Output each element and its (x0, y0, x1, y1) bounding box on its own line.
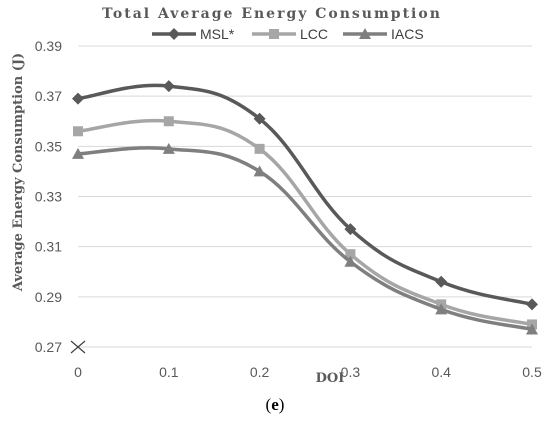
series-msl (72, 80, 538, 311)
data-point (163, 116, 174, 127)
series-iacs (72, 142, 538, 335)
data-point (526, 323, 538, 335)
caption-letter: e (271, 395, 279, 414)
chart-title: Total Average Energy Consumption (102, 6, 442, 22)
data-point (72, 92, 84, 105)
legend-item: LCC (252, 26, 328, 42)
figure-caption: (e) (266, 395, 285, 414)
x-tick-label: 0 (74, 364, 82, 380)
legend-marker (168, 28, 180, 40)
y-tick-label: 0.37 (35, 88, 62, 104)
y-tick-label: 0.29 (35, 289, 62, 305)
y-tick-label: 0.35 (35, 138, 62, 154)
data-point (435, 303, 448, 315)
series-line (77, 118, 533, 327)
y-tick-label: 0.27 (35, 339, 62, 355)
x-tick-label: 0.3 (341, 364, 361, 380)
x-axis-label: DOI (316, 371, 345, 386)
y-axis-ticks: 0.27 0.29 0.31 0.33 0.35 0.37 0.39 (35, 38, 62, 355)
data-point (435, 275, 448, 288)
x-tick-label: 0.4 (431, 364, 451, 380)
data-point (73, 126, 83, 137)
y-axis-label: Average Energy Consumption (J) (11, 53, 26, 292)
data-point (344, 255, 357, 267)
data-point (72, 147, 84, 159)
legend-label: IACS (391, 26, 424, 42)
x-tick-label: 0.2 (250, 364, 270, 380)
series-layer (72, 80, 538, 335)
data-point (162, 142, 175, 154)
caption-open: ( (266, 395, 272, 414)
x-axis-ticks: 0 0.1 0.2 0.3 0.4 0.5 (70, 340, 542, 380)
y-tick-label: 0.31 (35, 239, 62, 255)
x-tick-label: 0.5 (522, 364, 542, 380)
data-point (526, 298, 538, 311)
caption-close: ) (279, 395, 285, 414)
data-point (344, 223, 357, 236)
data-point (162, 80, 175, 93)
data-point (345, 249, 356, 260)
legend-label: MSL* (200, 26, 235, 42)
series-line (77, 146, 533, 332)
legend-label: LCC (300, 26, 328, 42)
legend-marker (269, 29, 279, 39)
legend: MSL* LCC IACS (152, 26, 424, 42)
grid (78, 45, 532, 348)
series-line (77, 83, 533, 307)
legend-item: IACS (343, 26, 424, 42)
data-point (253, 112, 266, 125)
data-point (254, 143, 265, 154)
origin-x-mark (70, 340, 86, 354)
legend-marker (359, 28, 371, 39)
y-tick-label: 0.39 (35, 38, 62, 54)
x-tick-label: 0.1 (159, 364, 179, 380)
y-tick-label: 0.33 (35, 189, 62, 205)
legend-item: MSL* (152, 26, 235, 42)
data-point (253, 165, 266, 177)
